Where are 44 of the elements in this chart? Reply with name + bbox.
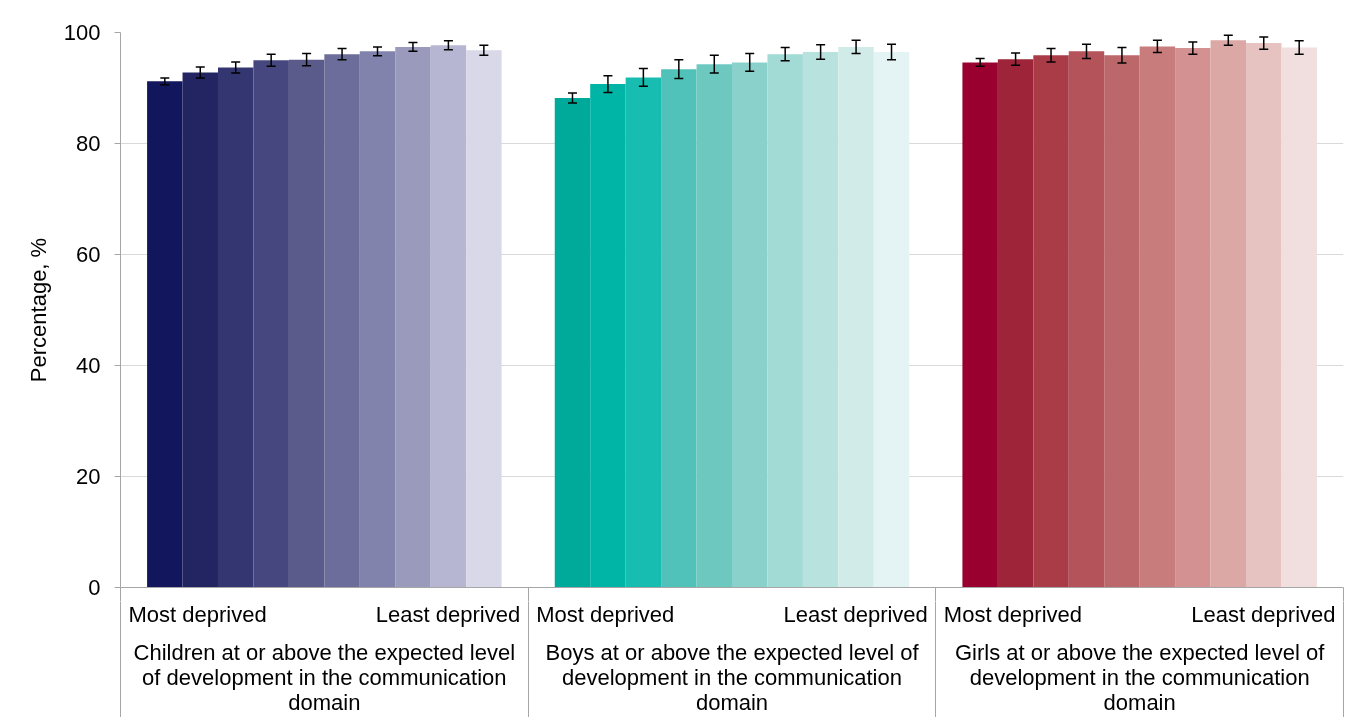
bar	[395, 46, 431, 588]
bar	[1210, 40, 1247, 588]
y-tick-label: 40	[76, 353, 101, 378]
bar	[182, 72, 218, 588]
bar	[873, 51, 910, 588]
bar	[838, 46, 874, 588]
y-tick-label: 100	[63, 20, 101, 45]
x-tick-label: Girls at or above the expected level of development in the communication domain	[955, 639, 1326, 715]
bar	[1175, 48, 1211, 588]
bar	[696, 64, 732, 588]
bar	[997, 59, 1034, 588]
x-tick-label: Boys at or above the expected level of development in the communication domain	[545, 639, 920, 715]
bar	[1068, 51, 1105, 588]
bar	[625, 77, 662, 588]
bar	[1246, 43, 1282, 588]
bar	[661, 69, 697, 588]
text: Most deprived	[943, 601, 1083, 627]
bar	[217, 67, 254, 588]
text: Least deprived	[1191, 601, 1336, 627]
y-axis-title: Percentage, %	[25, 237, 51, 383]
bar	[802, 51, 839, 588]
bar	[1139, 46, 1176, 588]
bar	[1033, 55, 1069, 588]
bar	[288, 59, 325, 588]
y-tick-label: 80	[76, 131, 101, 156]
bar	[1104, 55, 1140, 588]
x-tick-label: Children at or above the expected level of development in the communication domain	[133, 639, 516, 715]
bar	[732, 62, 768, 588]
bar	[147, 81, 183, 588]
bar	[962, 62, 998, 588]
y-tick-label: 0	[88, 575, 101, 600]
text: Least deprived	[783, 601, 928, 627]
bar	[359, 51, 396, 588]
y-tick-label: 60	[76, 242, 101, 267]
bar	[466, 50, 502, 588]
series-label: Least deprived	[375, 601, 521, 627]
bar	[767, 54, 803, 588]
bar	[1281, 47, 1317, 588]
y-tick-label: 20	[76, 464, 101, 489]
bar	[430, 45, 467, 588]
text: Most deprived	[128, 601, 267, 627]
bar	[324, 54, 360, 588]
bar	[253, 60, 289, 588]
series-label: Most deprived	[536, 601, 675, 627]
